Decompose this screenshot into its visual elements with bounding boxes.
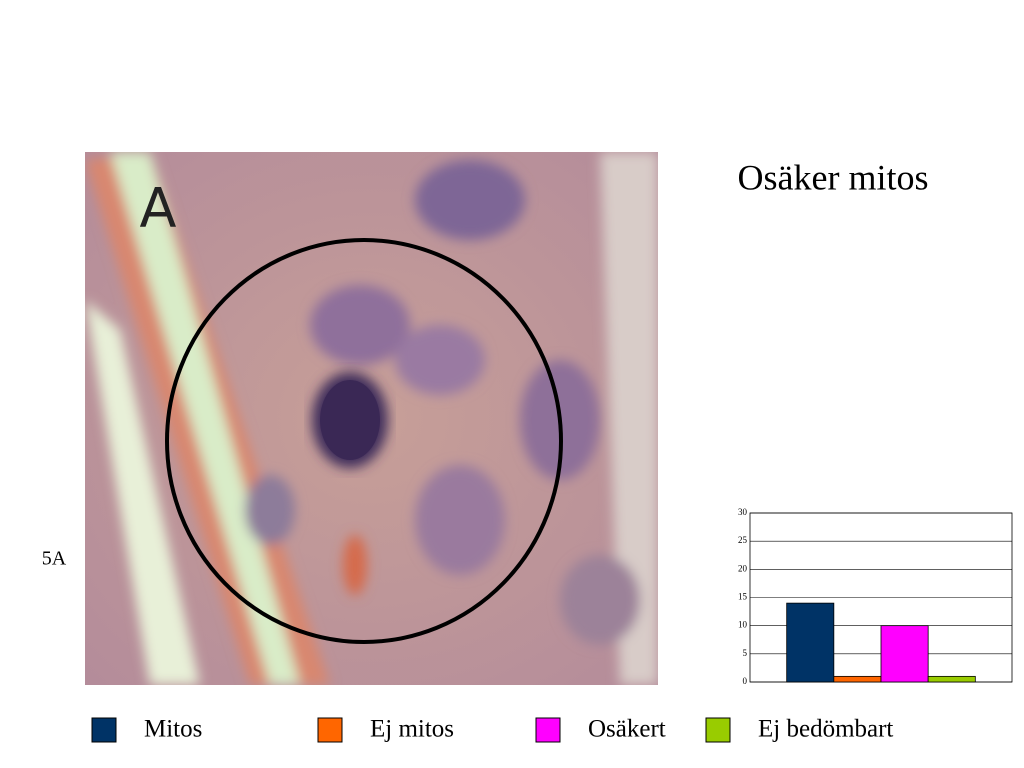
y-tick-label: 5 bbox=[743, 648, 748, 658]
micrograph: A bbox=[85, 152, 658, 685]
bar bbox=[880, 625, 929, 683]
legend-label: Osäkert bbox=[588, 716, 666, 743]
legend-swatch bbox=[91, 717, 117, 743]
y-tick-label: 30 bbox=[738, 507, 748, 517]
chart: 0 5 10 15 20 25 30 Mitos Ej mitos Osäkert Ej bedöm… bbox=[91, 507, 1013, 743]
slide-label: 5A bbox=[42, 548, 67, 570]
legend-label: Ej bedömbart bbox=[758, 716, 893, 743]
y-tick-label: 20 bbox=[738, 563, 748, 573]
bar bbox=[786, 602, 835, 683]
y-tick-label: 25 bbox=[738, 535, 748, 545]
legend-label: Ej mitos bbox=[370, 716, 454, 743]
bar bbox=[833, 675, 882, 683]
slide-title: Osäker mitos bbox=[738, 157, 929, 197]
y-tick-label: 0 bbox=[743, 676, 748, 686]
legend-swatch bbox=[705, 717, 731, 743]
legend-swatch bbox=[535, 717, 561, 743]
legend-label: Mitos bbox=[144, 716, 202, 743]
legend-swatch bbox=[317, 717, 343, 743]
y-tick-label: 15 bbox=[738, 592, 748, 602]
bar bbox=[927, 675, 976, 683]
image-label: A bbox=[140, 177, 177, 240]
y-tick-label: 10 bbox=[738, 620, 748, 630]
